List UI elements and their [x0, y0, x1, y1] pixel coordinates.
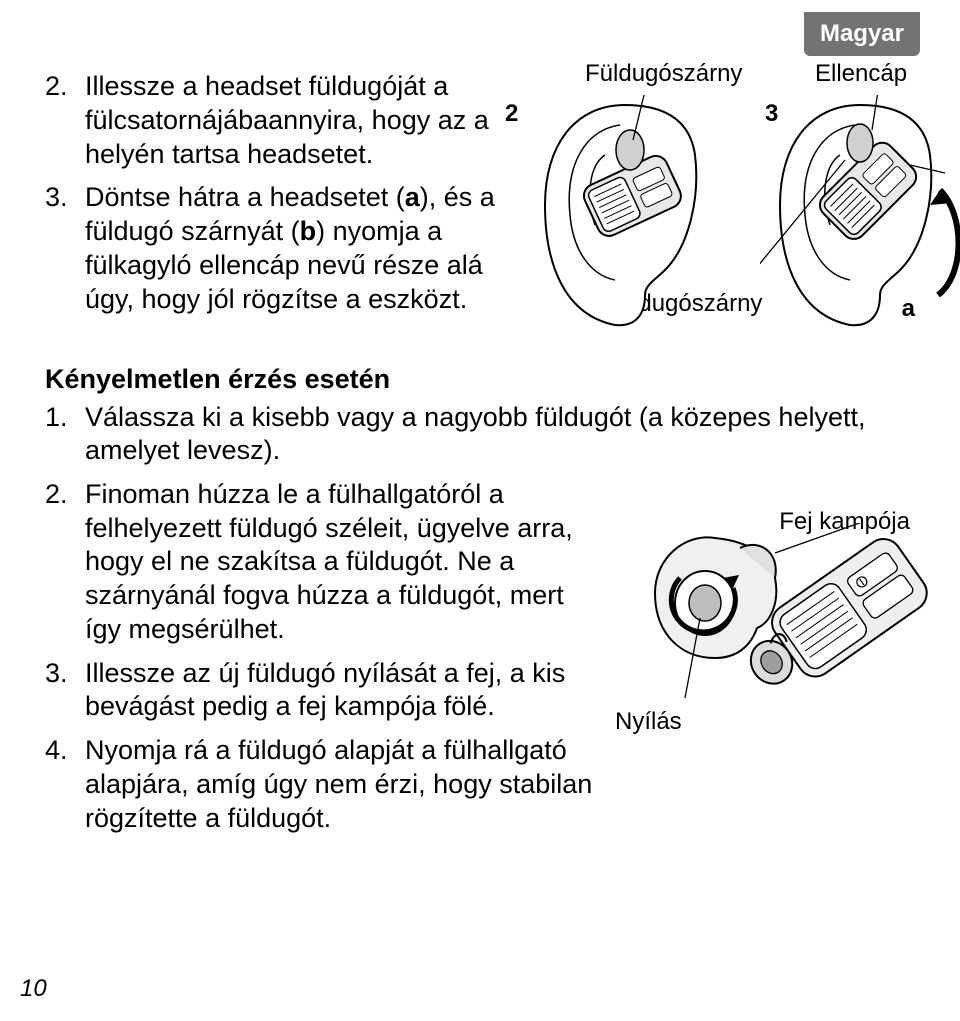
- item-body: Döntse hátra a headsetet (a), és a füldu…: [85, 181, 505, 316]
- item-number: 1.: [45, 401, 85, 468]
- full-width-list: 1. Válassza ki a kisebb vagy a nagyobb f…: [45, 401, 920, 468]
- list-item: 1. Válassza ki a kisebb vagy a nagyobb f…: [45, 401, 920, 468]
- item-body: Nyomja rá a füldugó alapját a fülhallgat…: [85, 734, 605, 835]
- top-diagram: Füldugószárny Ellencáp 2 3 b a Füldugósz…: [505, 70, 920, 360]
- item-number: 3.: [45, 181, 85, 316]
- ear-diagram-2: [525, 95, 725, 335]
- list-item: 4. Nyomja rá a füldugó alapját a fülhall…: [45, 734, 605, 835]
- item-number: 2.: [45, 70, 85, 171]
- eartip-diagram: [625, 523, 945, 813]
- top-section: 2. Illessze a headset füldugóját a fülcs…: [45, 70, 920, 360]
- bottom-diagram: Fej kampója Nyílás: [605, 478, 920, 818]
- list-item: 2. Illessze a headset füldugóját a fülcs…: [45, 70, 505, 171]
- diagram-num-2: 2: [505, 100, 518, 128]
- item-body: Illessze a headset füldugóját a fülcsato…: [85, 70, 505, 171]
- ear-diagram-3: [760, 95, 960, 335]
- page-number: 10: [20, 975, 47, 1003]
- item-body: Illessze az új füldugó nyílását a fej, a…: [85, 657, 605, 725]
- item-number: 3.: [45, 657, 85, 725]
- item-body: Válassza ki a kisebb vagy a nagyobb füld…: [85, 401, 920, 468]
- language-tab: Magyar: [804, 12, 920, 56]
- list-item: 3. Illessze az új füldugó nyílását a fej…: [45, 657, 605, 725]
- section-heading: Kényelmetlen érzés esetén: [45, 364, 920, 395]
- list-item: 3. Döntse hátra a headsetet (a), és a fü…: [45, 181, 505, 316]
- list-item: 2. Finoman húzza le a fülhallgatóról a f…: [45, 478, 605, 647]
- bottom-section: 2. Finoman húzza le a fülhallgatóról a f…: [45, 478, 920, 846]
- item-number: 2.: [45, 478, 85, 647]
- item-number: 4.: [45, 734, 85, 835]
- label-wing-1: Füldugószárny: [585, 60, 742, 88]
- item-body: Finoman húzza le a fülhallgatóról a felh…: [85, 478, 605, 647]
- top-text-col: 2. Illessze a headset füldugóját a fülcs…: [45, 70, 505, 360]
- bottom-text-col: 2. Finoman húzza le a fülhallgatóról a f…: [45, 478, 605, 846]
- label-anti: Ellencáp: [815, 60, 907, 88]
